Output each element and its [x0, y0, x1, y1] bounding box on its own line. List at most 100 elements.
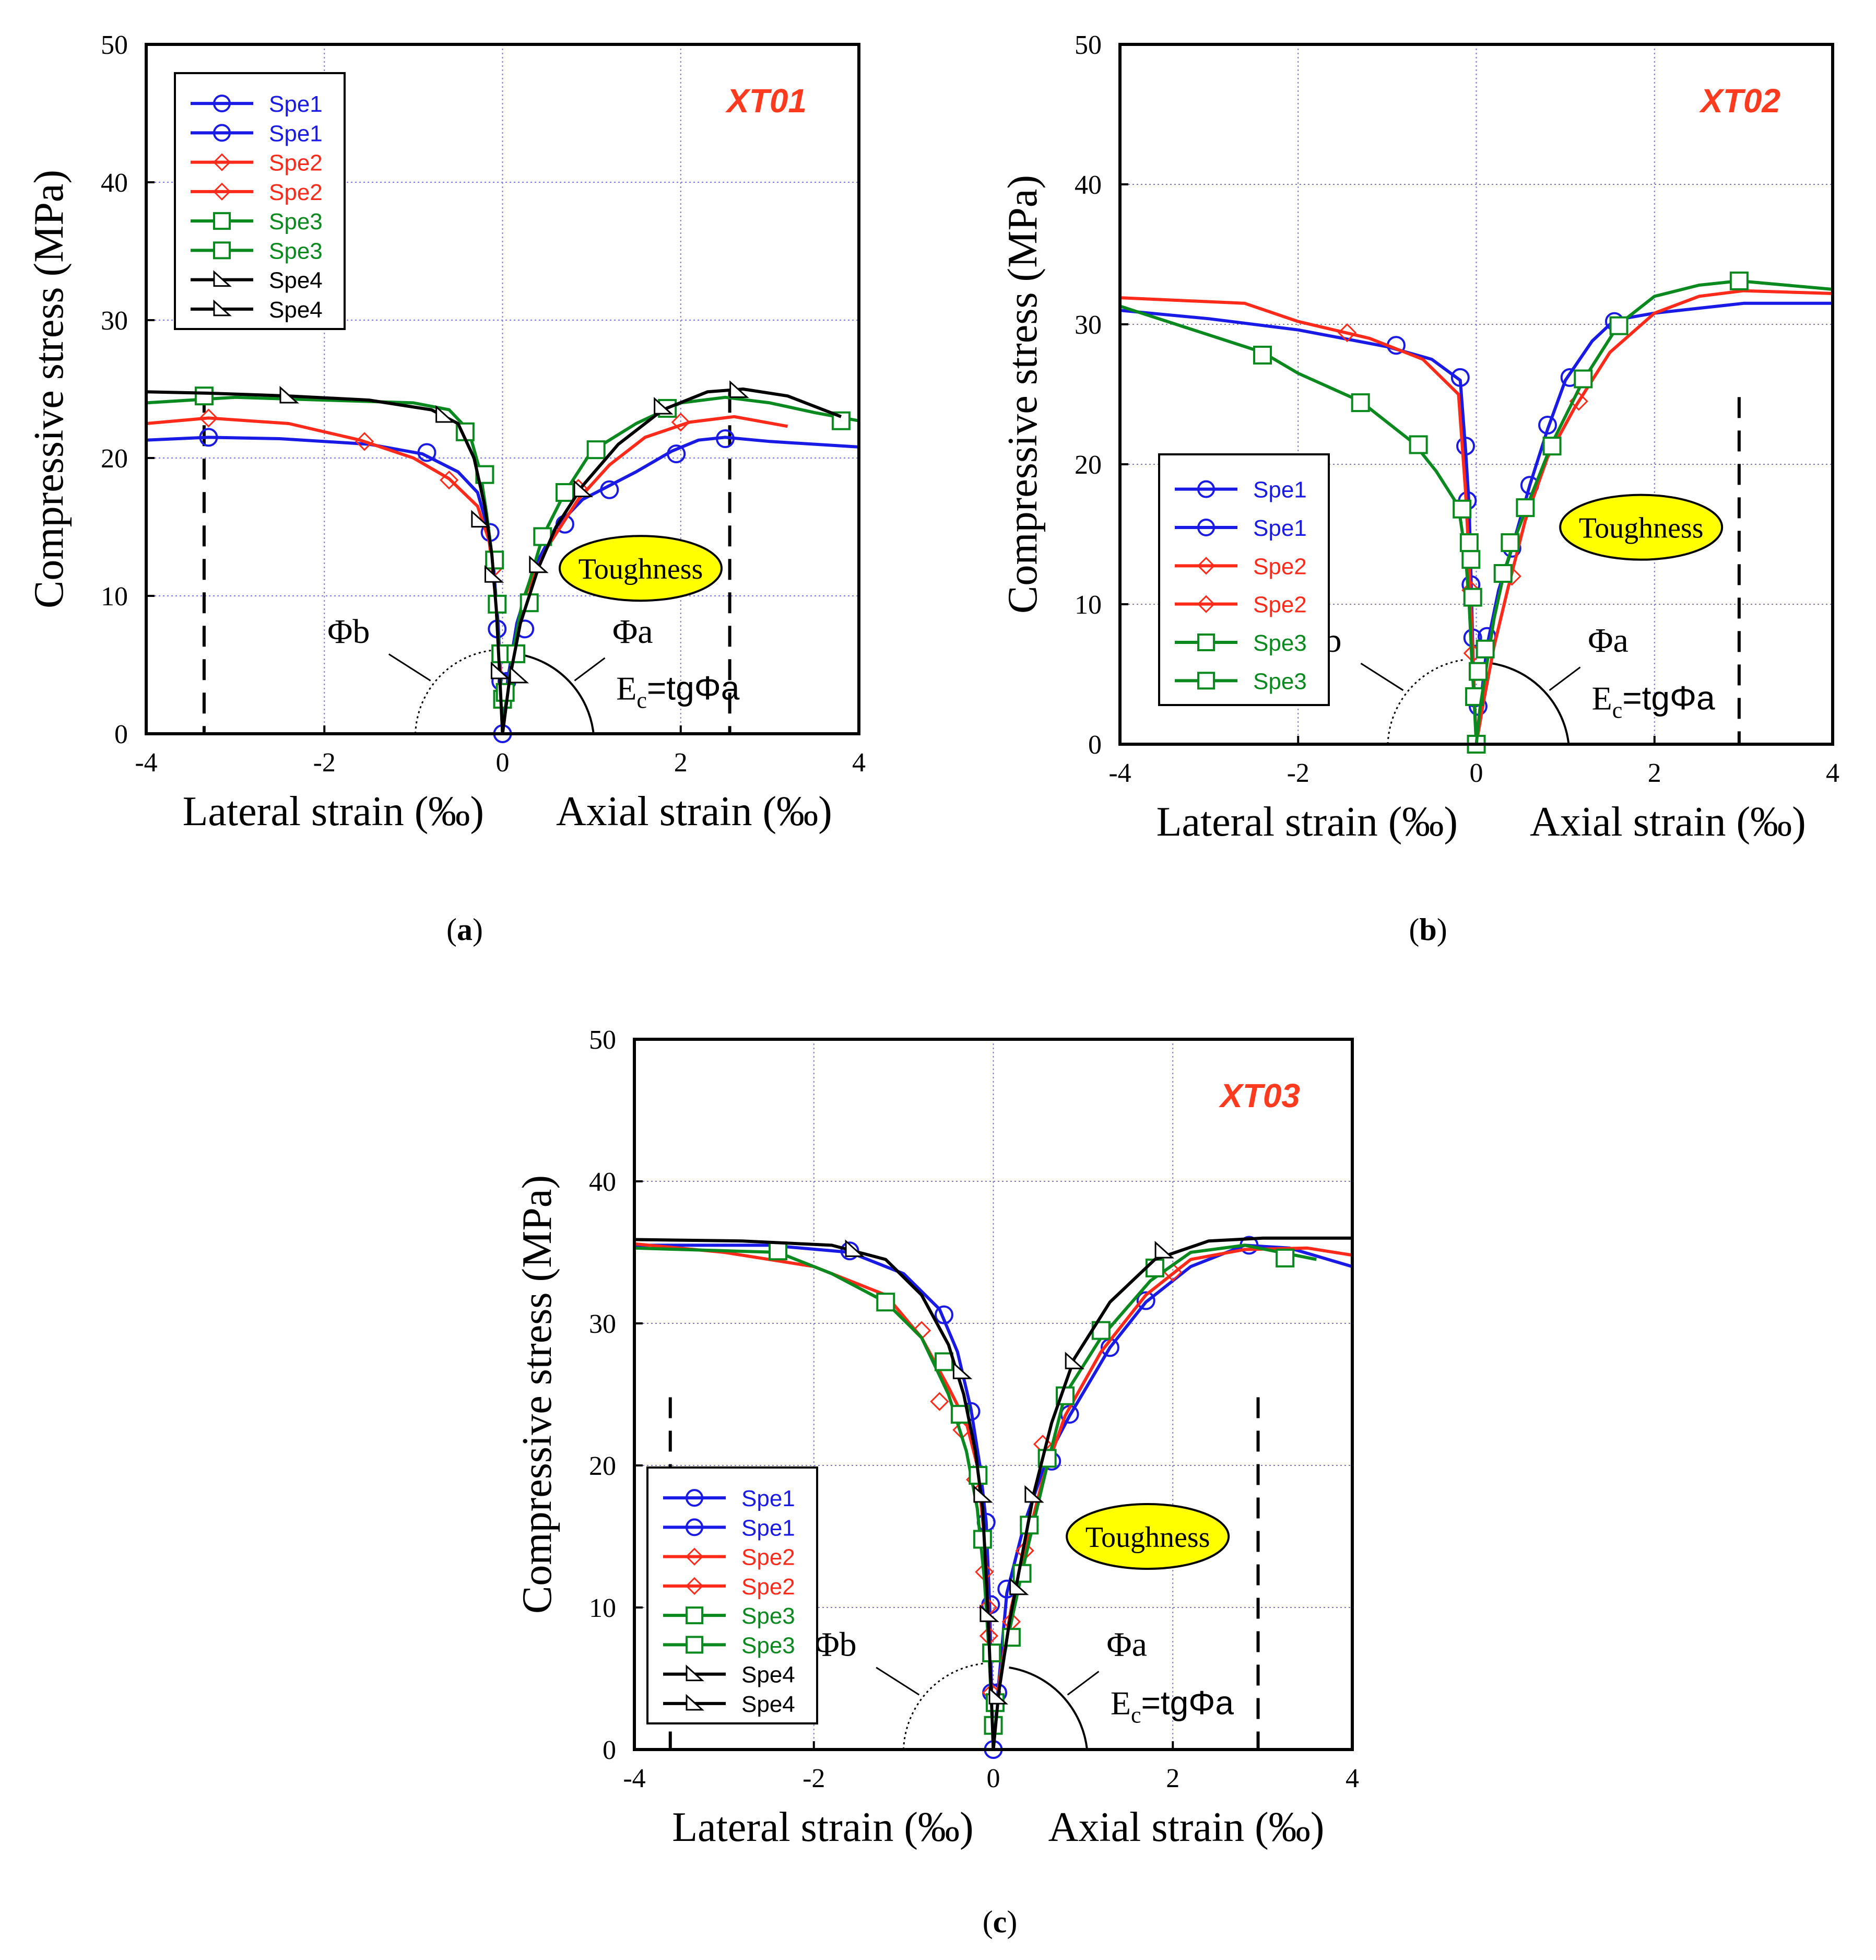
y-tick-label: 20 [1075, 450, 1102, 480]
phi-a-arc [1492, 662, 1570, 745]
data-marker-spe2 [930, 1392, 949, 1411]
ec-formula: Ec=tgΦa [1592, 679, 1715, 723]
legend-label: Spe3 [269, 209, 323, 234]
ec-formula-e: E [1111, 1685, 1131, 1722]
data-marker-spe2 [440, 471, 459, 490]
chart-title: XT02 [1699, 82, 1780, 120]
x-tick-label: -4 [623, 1764, 645, 1793]
x-tick-label: -4 [1108, 758, 1131, 788]
x-axis-label-lateral: Lateral strain (‰) [1157, 799, 1458, 845]
legend-box [646, 1466, 818, 1724]
x-axis-label-lateral: Lateral strain (‰) [183, 789, 485, 835]
legend-label: Spe2 [269, 180, 323, 205]
y-tick-label: 0 [114, 720, 128, 749]
toughness-label: Toughness [1579, 512, 1704, 545]
data-marker-spe1 [1456, 437, 1476, 456]
legend-marker [686, 1606, 703, 1625]
x-axis-label-axial: Axial strain (‰) [1530, 799, 1806, 845]
data-marker-spe2 [199, 408, 218, 428]
data-marker-spe4 [509, 665, 529, 684]
legend-marker [1197, 633, 1215, 651]
legend-label: Spe3 [1253, 630, 1307, 656]
data-marker-spe4 [973, 1485, 993, 1503]
toughness-label: Toughness [1086, 1521, 1210, 1554]
x-axis-label-axial: Axial strain (‰) [556, 789, 832, 835]
panel-label-letter: b [1419, 912, 1436, 947]
phi-a-leader [1549, 666, 1581, 691]
data-marker-spe3 [769, 1241, 787, 1261]
toughness-ellipse [1559, 494, 1724, 561]
series-line-spe3-lateral [146, 395, 504, 734]
series-line-spe4-axial [501, 388, 842, 734]
chart-title: XT01 [725, 82, 807, 120]
data-marker-spe4 [1024, 1485, 1044, 1503]
panel-label-close: ) [473, 912, 483, 947]
x-tick-label: 0 [1470, 758, 1483, 788]
panel-label-open: ( [983, 1905, 993, 1939]
legend-label: Spe2 [741, 1545, 795, 1570]
data-marker-spe3 [1501, 533, 1520, 553]
y-tick-label: 10 [1075, 590, 1102, 620]
legend-label: Spe1 [741, 1486, 795, 1511]
legend-label: Spe4 [741, 1662, 795, 1688]
panel-label: (b) [1409, 912, 1447, 947]
phi-b-leader [876, 1666, 920, 1696]
x-tick-label: 2 [674, 748, 688, 778]
data-marker-spe4 [1154, 1240, 1174, 1259]
legend-label: Spe1 [741, 1515, 795, 1541]
panel-label-letter: c [993, 1905, 1007, 1939]
y-tick-label: 20 [101, 444, 128, 474]
data-marker-spe1 [1450, 368, 1470, 387]
data-marker-spe3 [1459, 533, 1479, 553]
data-marker-spe4 [484, 565, 504, 583]
data-marker-spe1 [1538, 415, 1557, 435]
x-axis-label-lateral: Lateral strain (‰) [672, 1804, 974, 1850]
y-tick-label: 50 [589, 1025, 616, 1055]
ec-formula-sub: c [1612, 698, 1623, 723]
x-axis-label-axial: Axial strain (‰) [1048, 1804, 1325, 1850]
series-line-spe3-axial [501, 395, 859, 734]
legend-label: Spe3 [741, 1633, 795, 1658]
data-marker-spe4 [490, 661, 511, 679]
legend-marker [213, 182, 231, 201]
data-marker-spe1 [934, 1305, 953, 1324]
data-marker-spe2 [355, 432, 374, 451]
data-marker-spe3 [1516, 498, 1535, 518]
data-marker-spe3 [1145, 1258, 1164, 1277]
y-tick-label: 20 [589, 1451, 616, 1481]
series-line-spe3-axial [992, 1243, 1317, 1750]
phi-b-arc [1387, 659, 1466, 745]
phi-a-label: Φa [612, 613, 653, 651]
legend-marker [213, 299, 232, 316]
series-line-spe2-axial [992, 1246, 1353, 1750]
legend-marker [685, 1547, 704, 1566]
legend-label: Spe4 [269, 268, 323, 294]
x-tick-label: 4 [852, 748, 866, 778]
data-marker-spe3 [934, 1352, 953, 1371]
data-marker-spe3 [1409, 435, 1428, 454]
legend-label: Spe3 [741, 1603, 795, 1629]
panel-label-close: ) [1007, 1905, 1017, 1939]
legend-marker [213, 95, 231, 113]
data-marker-spe4 [988, 1686, 1009, 1705]
data-marker-spe4 [952, 1362, 973, 1379]
y-tick-label: 0 [603, 1735, 616, 1765]
data-marker-spe4 [471, 510, 491, 528]
legend-marker [213, 270, 232, 287]
ec-formula: Ec=tgΦa [616, 670, 739, 713]
series-line-spe4-axial [992, 1236, 1352, 1750]
x-tick-label: -4 [135, 748, 157, 778]
panel-label-close: ) [1437, 912, 1447, 947]
panel-label: (a) [446, 912, 483, 947]
legend-marker [1197, 557, 1216, 575]
phi-a-arc [1009, 1666, 1089, 1750]
data-marker-spe4 [279, 385, 299, 404]
ec-formula-sub: c [636, 688, 647, 713]
phi-a-label: Φa [1588, 621, 1629, 660]
legend-marker [1197, 519, 1215, 536]
data-marker-spe1 [716, 429, 735, 449]
data-marker-spe1 [600, 480, 619, 499]
phi-a-arc [518, 653, 595, 734]
